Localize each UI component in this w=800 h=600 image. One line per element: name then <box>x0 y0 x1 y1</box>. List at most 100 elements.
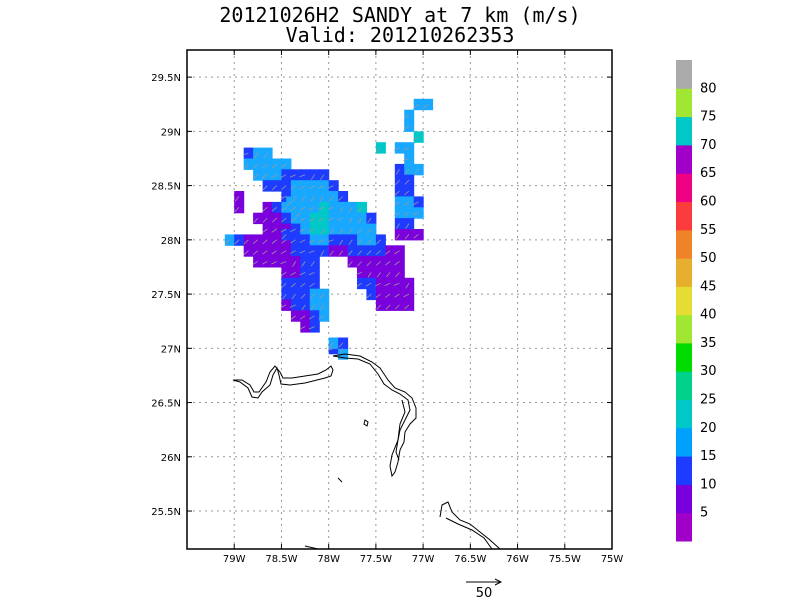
wind-speed-cell <box>347 245 358 257</box>
wind-vector <box>412 201 419 206</box>
wind-vector <box>252 239 259 245</box>
colorbar-swatch <box>676 173 692 202</box>
wind-vector <box>329 342 334 348</box>
wind-speed-cell <box>272 223 282 235</box>
wind-vector <box>348 217 353 224</box>
wind-vector <box>318 185 325 189</box>
wind-speed-cell <box>375 288 386 301</box>
wind-vector <box>252 174 259 179</box>
wind-vector <box>366 293 372 299</box>
eleuthera-coastline <box>439 501 501 549</box>
wind-speed-cell <box>300 234 311 246</box>
wind-vector <box>308 228 315 232</box>
latitude-axis: 29.5N 29N 28.5N 28N 27.5N 27N 26.5N 26N 25.5N <box>151 73 612 518</box>
colorbar-swatch <box>676 60 692 89</box>
wind-vector <box>262 217 268 223</box>
wind-speed-cell <box>290 223 301 235</box>
wind-vector <box>357 228 362 234</box>
wind-speed-cell <box>300 310 311 322</box>
wind-speed-cell <box>262 158 273 170</box>
wind-speed-cell <box>290 288 301 301</box>
wind-speed-cell <box>375 142 386 154</box>
wind-vector <box>301 196 306 202</box>
wind-vector <box>404 234 410 240</box>
colorbar-label: 25 <box>700 393 717 408</box>
wind-vector <box>394 212 400 216</box>
vector-scale-key: 50 <box>466 578 503 600</box>
wind-vector <box>234 207 240 213</box>
wind-speed-cell <box>290 180 301 192</box>
wind-speed-cell <box>281 267 292 279</box>
wind-speed-cell <box>290 256 301 268</box>
colorbar-label: 55 <box>700 223 717 238</box>
wind-vector <box>327 347 334 351</box>
wind-vector <box>262 185 268 191</box>
lon-tick-label: 76W <box>506 554 529 565</box>
wind-speed-cell <box>290 310 301 322</box>
wind-vector <box>393 282 400 286</box>
wind-speed-cell <box>319 245 330 257</box>
wind-vector <box>367 272 372 278</box>
wind-speed-cell <box>281 299 292 311</box>
colorbar-label: 45 <box>700 279 717 294</box>
wind-vector <box>320 174 325 180</box>
wind-vector <box>327 206 334 210</box>
wind-speed-cell <box>404 174 415 187</box>
wind-vector <box>394 261 400 266</box>
wind-speed-cell <box>290 267 301 279</box>
wind-speed-cell <box>404 207 415 219</box>
lon-tick-label: 77.5W <box>360 554 392 565</box>
wind-speed-cell <box>347 212 358 225</box>
wind-vector <box>319 304 325 310</box>
wind-speed-cell <box>319 201 330 214</box>
wind-vector <box>319 293 325 299</box>
wind-speed-cell <box>338 201 349 214</box>
wind-vector <box>375 282 381 287</box>
wind-speed-cell <box>243 245 254 257</box>
wind-vector <box>299 326 306 330</box>
abaco-inner-coastline <box>395 399 406 461</box>
wind-vector <box>356 282 362 287</box>
wind-vector <box>395 234 400 240</box>
wind-vector <box>395 169 400 175</box>
wind-vector <box>290 239 296 244</box>
wind-vector <box>290 282 296 288</box>
wind-speed-cell <box>404 288 415 301</box>
wind-vector <box>290 272 296 276</box>
wind-vector <box>403 147 410 151</box>
wind-speed-cell <box>243 147 254 159</box>
wind-vector <box>310 196 315 202</box>
wind-vector <box>252 250 259 255</box>
colorbar-label: 20 <box>700 421 717 436</box>
wind-speed-cell <box>272 201 282 214</box>
lat-tick-label: 27N <box>161 344 181 355</box>
wind-speed-cell <box>253 158 264 170</box>
wind-vector <box>375 250 381 255</box>
wind-speed-cell <box>262 169 273 181</box>
wind-speed-field <box>224 98 434 360</box>
wind-vector <box>405 169 410 175</box>
wind-speed-cell <box>357 201 367 214</box>
wind-speed-cell <box>309 223 320 235</box>
wind-speed-cell <box>357 267 367 279</box>
wind-speed-cell <box>262 223 273 235</box>
wind-vector <box>329 228 334 235</box>
colorbar-swatch <box>676 342 692 372</box>
wind-vector <box>262 228 268 233</box>
wind-speed-cell <box>300 169 311 181</box>
map-frame <box>186 49 613 550</box>
wind-vector <box>403 125 410 130</box>
colorbar-label: 35 <box>700 336 717 351</box>
wind-speed-cell <box>309 201 320 214</box>
wind-speed-cell <box>319 299 330 311</box>
wind-vector <box>357 250 362 256</box>
wind-vector <box>308 250 315 254</box>
wind-vector <box>271 174 277 179</box>
wind-speed-cell <box>404 109 415 122</box>
wind-speed-cell <box>375 277 386 290</box>
wind-speed-cell <box>375 245 386 257</box>
wind-speed-cell <box>338 191 349 203</box>
wind-vector <box>289 304 296 308</box>
wind-vector <box>244 163 249 169</box>
